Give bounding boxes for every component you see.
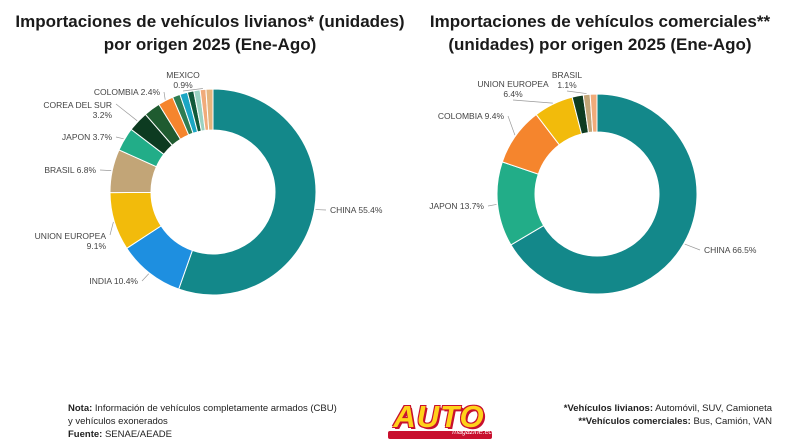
commercial-label: **Vehículos comerciales: <box>578 416 691 427</box>
logo-subtext: magazine.ec <box>452 429 492 436</box>
slice-label: UNION EUROPEA 9.1% <box>35 231 107 251</box>
slice-label: MEXICO 0.9% <box>166 70 200 90</box>
title-line-2: (unidades) por origen 2025 (Ene-Ago) <box>448 35 752 54</box>
title-line-1: Importaciones de vehículos comerciales** <box>429 12 771 31</box>
source-text: SENAE/AEADE <box>104 429 173 440</box>
slice-label: JAPON 13.7% <box>429 201 484 211</box>
light-text: Automóvil, SUV, Camioneta <box>655 403 772 414</box>
auto-magazine-logo: magazine.ec AUTO <box>382 399 496 441</box>
leader-line <box>507 115 516 136</box>
slice-other-6 <box>205 88 214 131</box>
footer-definitions: *Vehículos livianos: Automóvil, SUV, Cam… <box>564 402 772 428</box>
leader-line <box>163 91 166 100</box>
leader-line <box>99 169 112 171</box>
slice-label: COREA DEL SUR 3.2% <box>43 100 112 120</box>
chart-title-livianos: Importaciones de vehículos livianos* (un… <box>10 10 410 56</box>
slice-china <box>510 93 698 295</box>
logo-text: AUTO <box>393 399 485 434</box>
commercial-text: Bus, Camión, VAN <box>693 416 773 427</box>
donut-chart-2: CHINA 66.5% JAPON 13.7% COLOMBIA 9.4% UNION… <box>429 70 757 295</box>
leader-line <box>141 273 149 282</box>
leader-line <box>115 103 138 122</box>
logo-bar <box>388 431 492 439</box>
slice-label: BRASIL 6.8% <box>44 165 96 175</box>
slice-china <box>178 88 317 296</box>
note-text: Información de vehículos completamente a… <box>94 403 337 414</box>
leader-line <box>512 99 553 104</box>
leader-line <box>115 136 124 140</box>
leader-line <box>566 90 587 94</box>
title-line-1: Importaciones de vehículos livianos* (un… <box>15 12 405 31</box>
note-text-2: y vehículos exonerados <box>68 416 168 427</box>
slice-label: BRASIL 1.1% <box>552 70 583 90</box>
slice-label: COLOMBIA 9.4% <box>438 111 505 121</box>
footer-note: Nota: Información de vehículos completam… <box>68 402 388 441</box>
donut-chart-1: CHINA 55.4% INDIA 10.4% UNION EUROPEA 9.1% B… <box>35 70 383 296</box>
chart-title-comerciales: Importaciones de vehículos comerciales**… <box>410 10 790 56</box>
light-label: *Vehículos livianos: <box>563 403 653 414</box>
leader-line <box>487 204 497 207</box>
leader-line <box>182 88 203 92</box>
slice-label: INDIA 10.4% <box>89 276 138 286</box>
leader-line <box>109 221 114 236</box>
slice-label: COLOMBIA 2.4% <box>94 87 161 97</box>
source-label: Fuente: <box>68 429 103 440</box>
slice-label: UNION EUROPEA 6.4% <box>477 79 549 99</box>
slice-label: CHINA 55.4% <box>330 205 383 215</box>
leader-line <box>684 243 701 251</box>
title-line-2: por origen 2025 (Ene-Ago) <box>103 35 317 54</box>
slice-other-2 <box>589 93 598 133</box>
slice-label: JAPON 3.7% <box>62 132 113 142</box>
slice-label: CHINA 66.5% <box>704 245 757 255</box>
note-label: Nota: <box>68 403 93 414</box>
